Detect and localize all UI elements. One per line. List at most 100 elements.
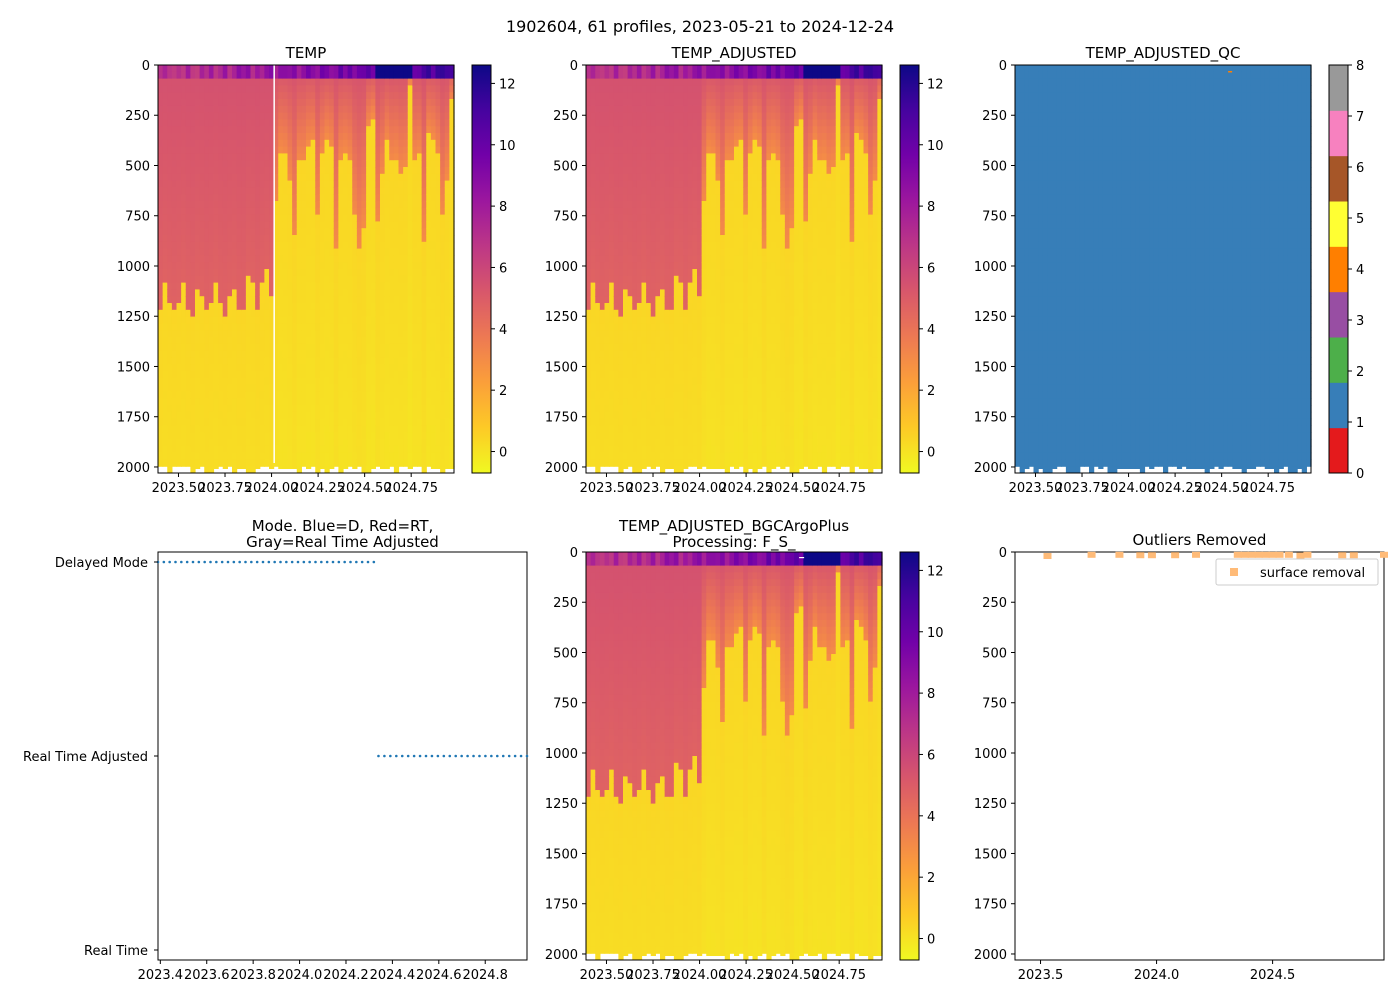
temp-cell	[361, 201, 367, 209]
temp-cell	[171, 439, 178, 447]
temp-cell	[435, 99, 441, 107]
temp-cell	[236, 275, 242, 284]
temp-cell	[190, 153, 196, 161]
temp-cell	[347, 377, 353, 386]
temp-cell	[430, 119, 437, 127]
temp-cell	[393, 282, 400, 290]
temp-cell	[255, 282, 261, 290]
temp-cell	[190, 364, 196, 372]
temp-cell	[324, 391, 330, 399]
temp_adj-cell	[669, 459, 675, 467]
temp-cell	[380, 235, 386, 243]
temp_adj-cell	[599, 255, 606, 263]
temp_adj-cell	[646, 391, 652, 399]
temp-cell	[389, 133, 395, 141]
temp_adj-cell	[641, 371, 647, 379]
temp-cell	[417, 323, 423, 331]
temp-cell	[384, 309, 390, 318]
temp-cell	[185, 459, 191, 467]
temp_adj-cell	[604, 296, 610, 304]
temp_adj-cell	[599, 316, 606, 324]
temp_adj-cell	[609, 275, 615, 284]
temp-cell	[273, 235, 279, 243]
temp-cell	[213, 167, 219, 175]
temp-cell	[310, 167, 316, 175]
temp-cell	[264, 350, 270, 358]
temp-cell	[167, 350, 173, 358]
temp-cell	[185, 309, 191, 318]
temp-cell	[296, 296, 302, 304]
temp-cell	[366, 78, 372, 86]
temp-cell	[176, 112, 182, 120]
temp-cell	[162, 78, 168, 86]
temp-cell	[296, 303, 302, 311]
temp-cell	[352, 445, 358, 454]
temp-cell	[375, 255, 381, 263]
temp-cell	[352, 350, 358, 358]
temp-cell	[370, 133, 376, 141]
temp-cell	[232, 146, 238, 154]
temp-cell	[435, 153, 441, 161]
temp-cell	[287, 398, 293, 406]
temp-cell	[301, 105, 307, 114]
temp-cell	[264, 160, 270, 168]
temp-cell	[245, 255, 252, 263]
temp_adj-cell	[586, 364, 592, 372]
temp-cell	[440, 343, 446, 352]
temp-cell	[208, 289, 215, 297]
temp-cell	[158, 323, 164, 331]
temp_adj-cell	[660, 289, 666, 297]
temp-cell	[430, 201, 437, 209]
temp-cell	[204, 167, 210, 175]
temp-cell	[393, 119, 400, 127]
temp-cell	[338, 439, 344, 447]
temp_adj-cell	[627, 235, 633, 243]
temp-cell	[218, 459, 224, 467]
temp-cell	[292, 452, 298, 460]
temp_adj-cell	[609, 323, 615, 331]
temp-cell	[435, 316, 441, 324]
temp-cell	[296, 85, 302, 93]
temp-cell	[361, 241, 367, 250]
temp-cell	[361, 296, 367, 304]
temp_adj-cell	[650, 167, 656, 175]
temp-cell	[444, 105, 450, 114]
temp-cell	[430, 65, 437, 73]
temp-cell	[218, 282, 224, 290]
temp-cell	[352, 160, 358, 168]
temp-cell	[259, 133, 265, 141]
temp-cell	[190, 194, 196, 202]
temp-cell	[190, 241, 196, 250]
temp-cell	[319, 119, 326, 127]
temp-cell	[204, 78, 210, 86]
temp-cell	[292, 275, 298, 284]
temp-cell	[190, 146, 196, 154]
temp-cell	[236, 445, 242, 454]
temp-cell	[444, 146, 450, 154]
temp-cell	[171, 262, 178, 270]
temp-cell	[218, 187, 224, 195]
temp-cell	[181, 85, 187, 93]
temp-cell	[171, 221, 178, 229]
temp_adj-cell	[595, 459, 601, 467]
temp-cell	[278, 112, 284, 120]
temp-cell	[440, 309, 446, 318]
temp-cell	[176, 201, 182, 209]
temp-cell	[236, 112, 242, 120]
temp-cell	[333, 71, 339, 80]
temp-cell	[259, 126, 265, 134]
temp-cell	[208, 405, 215, 413]
temp_adj-cell	[627, 323, 633, 331]
temp-cell	[370, 418, 376, 426]
temp-cell	[181, 282, 187, 290]
temp-cell	[435, 425, 441, 433]
temp-cell	[384, 282, 390, 290]
temp-cell	[255, 337, 261, 345]
temp-cell	[310, 405, 316, 413]
temp-cell	[245, 153, 252, 161]
temp-cell	[195, 167, 201, 175]
temp-cell	[218, 85, 224, 93]
temp-cell	[287, 201, 293, 209]
temp_adj-cell	[586, 432, 592, 440]
temp-cell	[245, 357, 252, 365]
